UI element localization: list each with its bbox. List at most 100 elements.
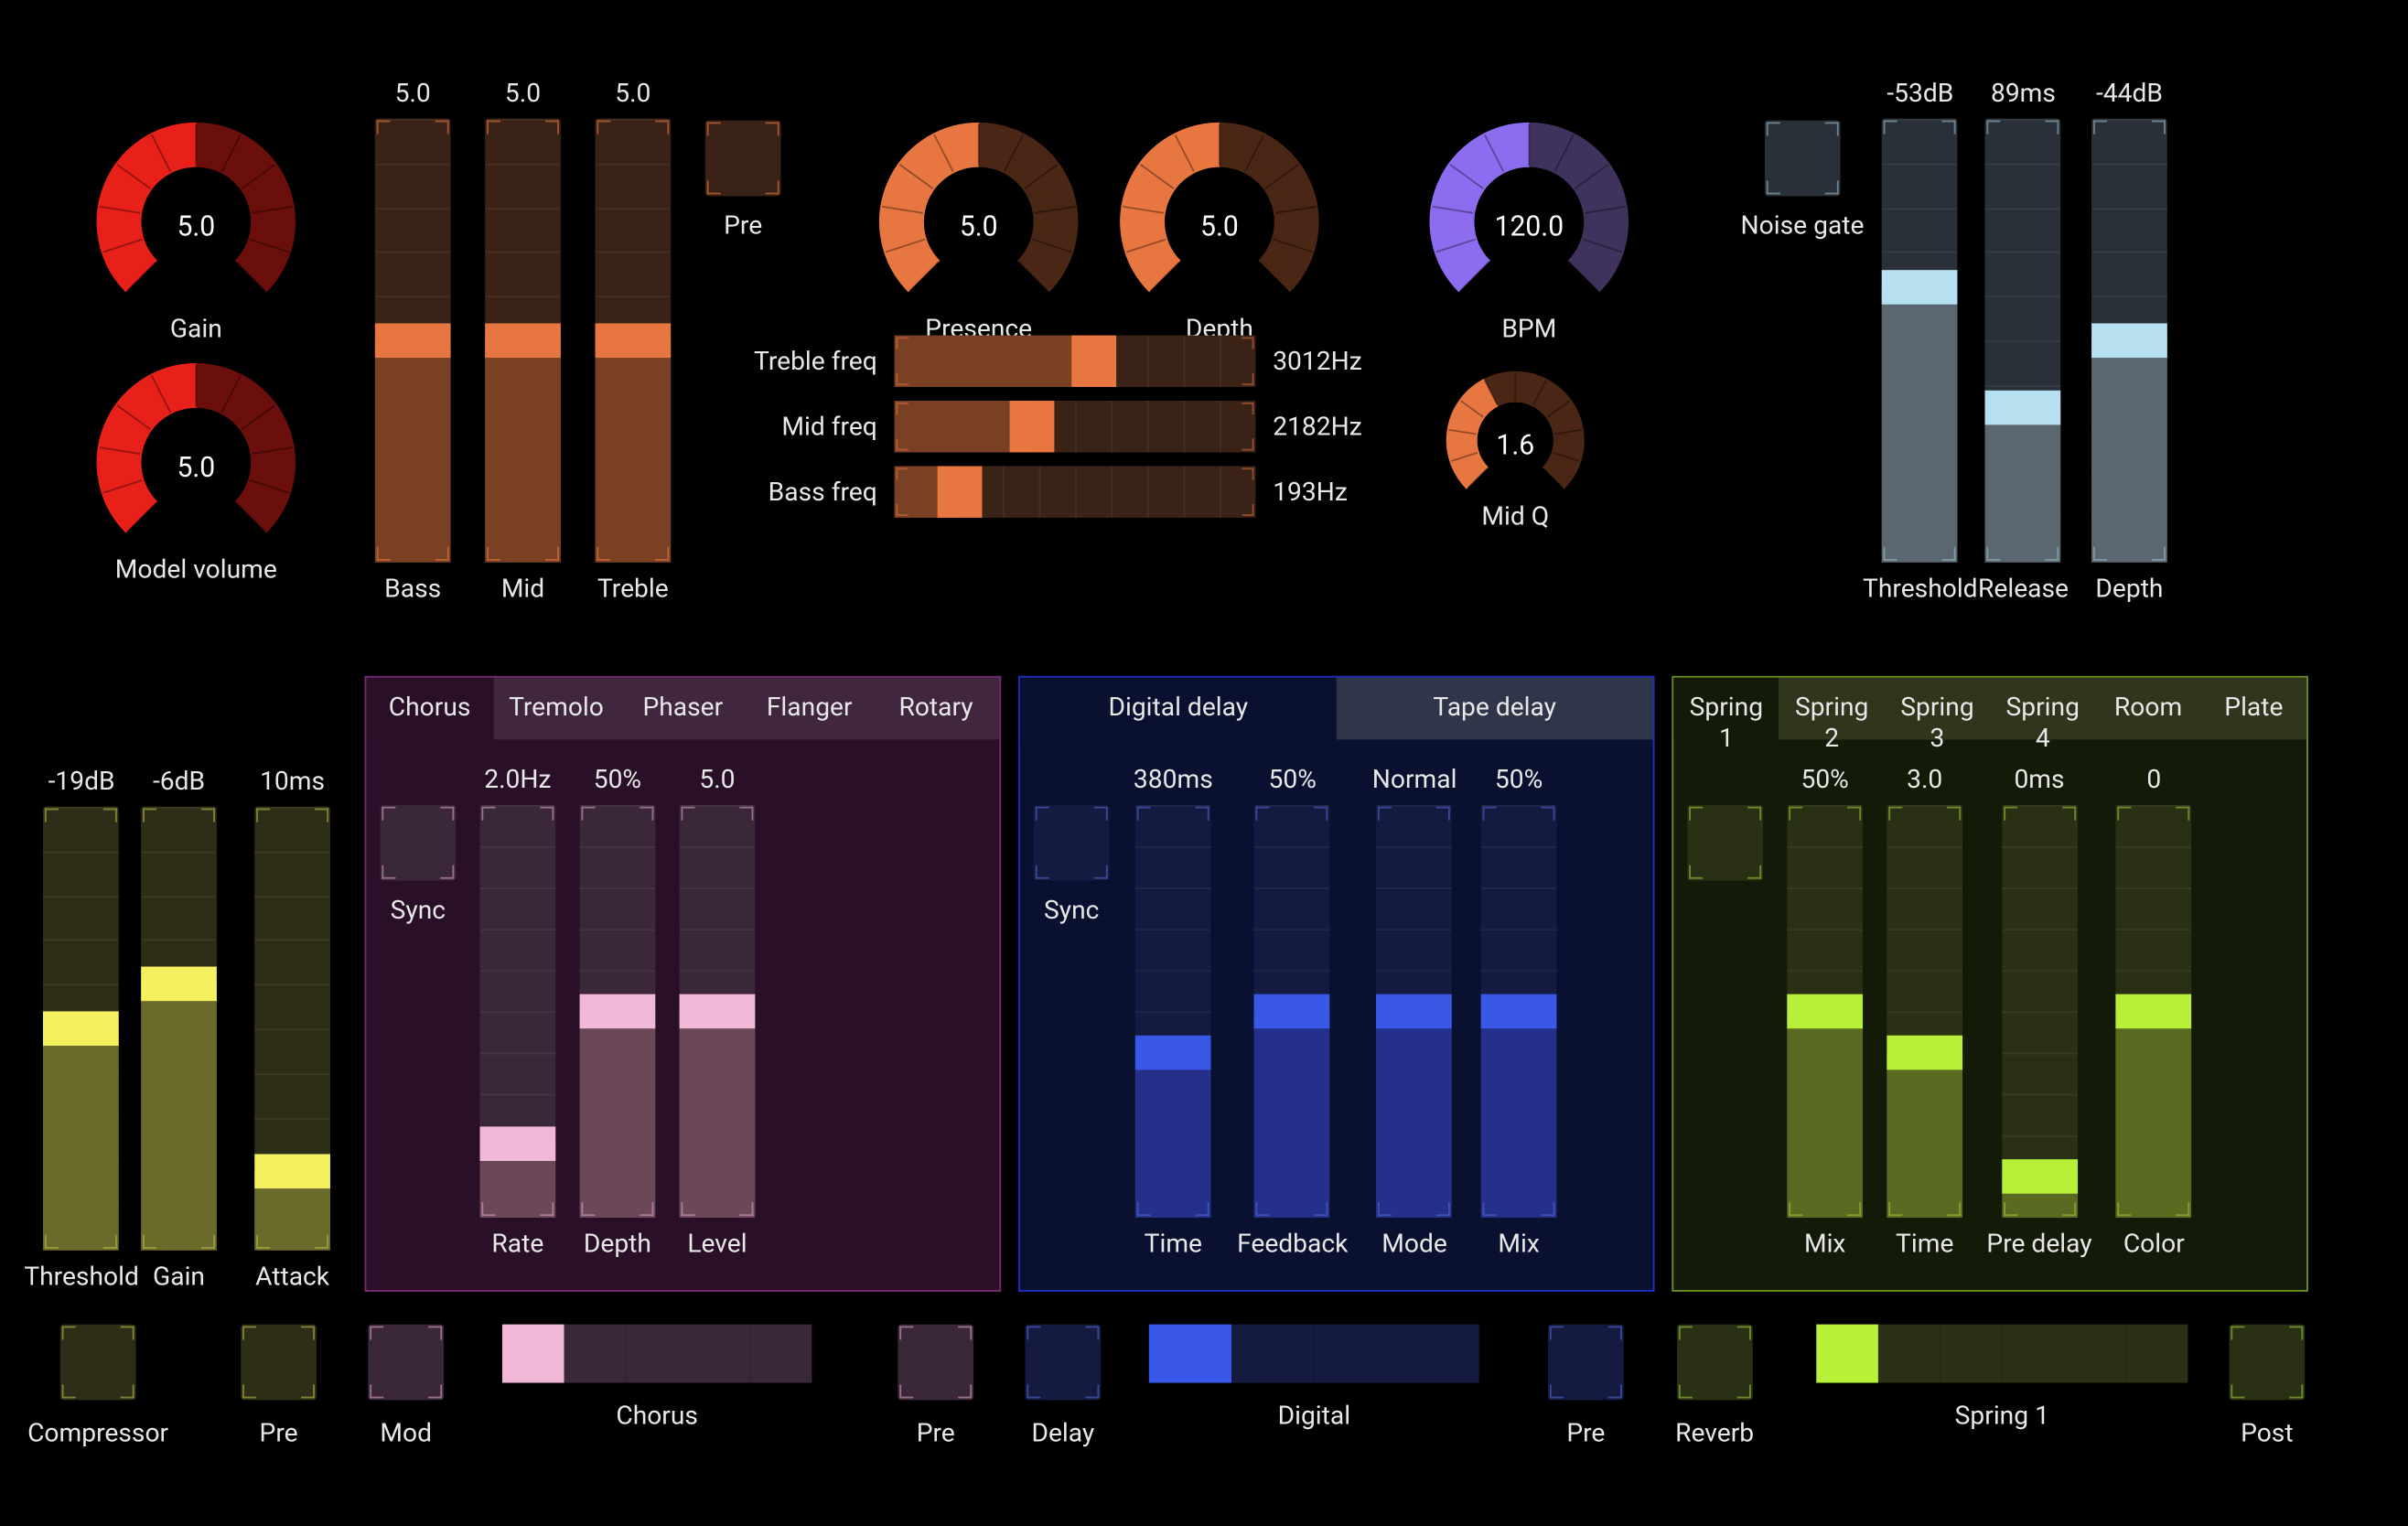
reverb-selector-cell-3[interactable]: [2002, 1325, 2064, 1383]
noise-gate-toggle[interactable]: [1765, 121, 1841, 197]
delay-mode-slider[interactable]: NormalMode: [1372, 764, 1457, 1259]
delay-feedback-slider[interactable]: 50%Feedback: [1237, 764, 1348, 1259]
mod-tab-0[interactable]: Chorus: [366, 678, 492, 740]
mod-tab-1[interactable]: Tremolo: [493, 678, 619, 740]
bass-freq-slider[interactable]: Bass freq193Hz: [723, 466, 1393, 517]
mod-rate-slider[interactable]: 2.0HzRate: [480, 764, 556, 1259]
presence-knob[interactable]: 5.0Presence: [877, 121, 1080, 344]
mod-selector[interactable]: [502, 1325, 812, 1383]
delay-sync-toggle[interactable]: [1034, 805, 1110, 881]
mod-depth-slider[interactable]: 50%Depth: [580, 764, 656, 1259]
amp-pre-toggle[interactable]: [705, 121, 781, 197]
gate-release-slider[interactable]: 89msRelease: [1978, 78, 2069, 604]
bpm-knob-value: 120.0: [1495, 210, 1564, 243]
mod-selector-cell-2[interactable]: [626, 1325, 688, 1383]
reverb-panel: Spring 1Spring 2Spring 3Spring 4RoomPlat…: [1672, 676, 2308, 1292]
comp-gain-slider[interactable]: -6dB Gain: [141, 766, 217, 1292]
delay-selector-label: Digital: [1278, 1400, 1350, 1431]
bass-slider[interactable]: 5.0Bass: [375, 78, 451, 604]
reverb-selector-cell-1[interactable]: [1878, 1325, 1940, 1383]
delay-selector-cell-1[interactable]: [1231, 1325, 1314, 1383]
delay-selector-cell-0[interactable]: [1149, 1325, 1231, 1383]
gate-depth-slider-value: -44dB: [2096, 78, 2163, 113]
model-volume-knob-label: Model volume: [115, 553, 277, 585]
reverb-tab-4[interactable]: Room: [2095, 678, 2200, 740]
mod-tab-2[interactable]: Phaser: [619, 678, 746, 740]
reverb-selector-cell-2[interactable]: [1940, 1325, 2003, 1383]
mod-selector-cell-4[interactable]: [750, 1325, 812, 1383]
reverb-post-toggle[interactable]: [2229, 1325, 2305, 1401]
delay-sync-toggle-label: Sync: [1044, 895, 1099, 926]
treble-slider[interactable]: 5.0Treble: [595, 78, 671, 604]
mod-tab-4[interactable]: Rotary: [873, 678, 999, 740]
mid-freq-slider[interactable]: Mid freq2182Hz: [723, 401, 1393, 452]
mod-depth-slider-value: 50%: [594, 764, 641, 799]
reverb-toggle[interactable]: [1677, 1325, 1753, 1401]
reverb-time-slider[interactable]: 3.0Time: [1887, 764, 1962, 1259]
mod-panel: ChorusTremoloPhaserFlangerRotary Sync 2.0H…: [365, 676, 1002, 1292]
depth-knob[interactable]: 5.0Depth: [1118, 121, 1321, 344]
reverb-tab-1[interactable]: Spring 2: [1779, 678, 1885, 740]
comp-gain-slider-label: Gain: [153, 1261, 205, 1292]
mod-sync-toggle[interactable]: [380, 805, 456, 881]
treble-slider-label: Treble: [597, 573, 669, 604]
reverb-selector-label: Spring 1: [1955, 1400, 2049, 1431]
mid-slider[interactable]: 5.0Mid: [485, 78, 561, 604]
mid-freq-slider-value: 2182Hz: [1273, 411, 1393, 442]
midq-knob[interactable]: 1.6Mid Q: [1445, 370, 1586, 532]
delay-time-slider[interactable]: 380msTime: [1134, 764, 1213, 1259]
mod-sync-toggle-label: Sync: [391, 895, 446, 926]
reverb-predelay-slider[interactable]: 0msPre delay: [1986, 764, 2091, 1259]
gate-release-slider-value: 89ms: [1991, 78, 2056, 113]
gate-depth-slider[interactable]: -44dBDepth: [2091, 78, 2167, 604]
delay-tab-1[interactable]: Tape delay: [1337, 678, 1653, 740]
delay-selector[interactable]: [1149, 1325, 1479, 1383]
comp-attack-slider-value: 10ms: [260, 766, 325, 801]
delay-toggle[interactable]: [1025, 1325, 1101, 1401]
delay-pre-toggle[interactable]: [1548, 1325, 1624, 1401]
reverb-time-slider-label: Time: [1896, 1228, 1953, 1259]
gain-knob-label: Gain: [170, 313, 222, 344]
reverb-selector-cell-5[interactable]: [2126, 1325, 2188, 1383]
reverb-mix-slider-label: Mix: [1804, 1228, 1845, 1259]
mod-selector-cell-3[interactable]: [688, 1325, 750, 1383]
comp-attack-slider[interactable]: 10msAttack: [254, 766, 330, 1292]
delay-selector-cell-3[interactable]: [1397, 1325, 1479, 1383]
compressor-toggle[interactable]: [60, 1325, 136, 1401]
delay-time-slider-label: Time: [1145, 1228, 1202, 1259]
reverb-tab-0[interactable]: Spring 1: [1673, 678, 1779, 740]
reverb-color-slider[interactable]: 0Color: [2116, 764, 2192, 1259]
compressor-pre-toggle[interactable]: [241, 1325, 317, 1401]
reverb-predelay-slider-value: 0ms: [2014, 764, 2064, 799]
reverb-sync-toggle[interactable]: [1687, 805, 1763, 881]
mod-tab-3[interactable]: Flanger: [747, 678, 873, 740]
bpm-knob[interactable]: 120.0 BPM: [1427, 121, 1630, 344]
delay-mix-slider[interactable]: 50%Mix: [1481, 764, 1557, 1259]
comp-threshold-slider[interactable]: -19dBThreshold: [24, 766, 139, 1292]
delay-tab-0[interactable]: Digital delay: [1020, 678, 1337, 740]
reverb-tab-5[interactable]: Plate: [2201, 678, 2306, 740]
reverb-tab-3[interactable]: Spring 4: [1990, 678, 2095, 740]
mod-rate-slider-value: 2.0Hz: [484, 764, 551, 799]
mod-pre-toggle[interactable]: [898, 1325, 973, 1401]
bpm-knob-label: BPM: [1501, 313, 1556, 344]
model-volume-knob[interactable]: 5.0Model volume: [94, 361, 297, 585]
mod-selector-cell-1[interactable]: [564, 1325, 627, 1383]
delay-selector-cell-2[interactable]: [1314, 1325, 1396, 1383]
comp-gain-slider-value: -6dB: [153, 766, 205, 801]
mod-level-slider[interactable]: 5.0Level: [680, 764, 756, 1259]
treble-freq-slider[interactable]: Treble freq3012Hz: [723, 336, 1393, 387]
mod-level-slider-value: 5.0: [699, 764, 735, 799]
mod-selector-cell-0[interactable]: [502, 1325, 564, 1383]
mid-slider-value: 5.0: [505, 78, 541, 113]
reverb-tab-2[interactable]: Spring 3: [1885, 678, 1990, 740]
reverb-selector[interactable]: [1816, 1325, 2188, 1383]
delay-pre-toggle-label: Pre: [1566, 1417, 1605, 1448]
reverb-mix-slider[interactable]: 50%Mix: [1787, 764, 1863, 1259]
gate-threshold-slider[interactable]: -53dBThreshold: [1863, 78, 1978, 604]
mod-toggle[interactable]: [368, 1325, 444, 1401]
amp-pre-toggle-label: Pre: [724, 210, 762, 241]
reverb-selector-cell-0[interactable]: [1816, 1325, 1878, 1383]
gain-knob[interactable]: 5.0Gain: [94, 121, 297, 344]
reverb-selector-cell-4[interactable]: [2064, 1325, 2126, 1383]
